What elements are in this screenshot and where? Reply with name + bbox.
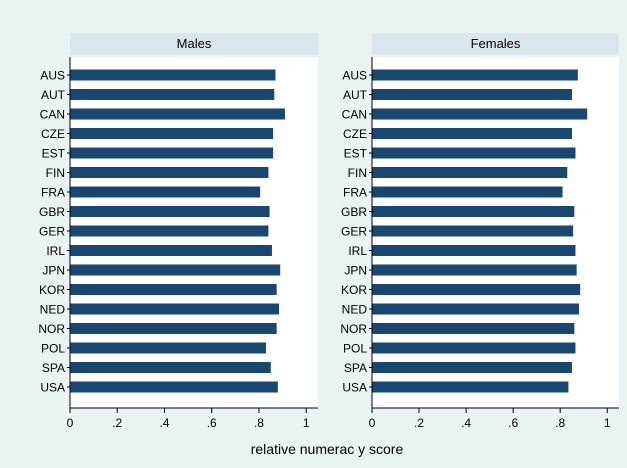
category-label-0-CZE: CZE bbox=[41, 127, 65, 141]
panel-title-1: Females bbox=[471, 36, 521, 51]
bar-0-FRA bbox=[70, 186, 261, 198]
bar-1-GBR bbox=[372, 206, 575, 217]
category-label-0-GBR: GBR bbox=[39, 205, 65, 219]
bar-0-CZE bbox=[70, 128, 274, 139]
category-label-1-IRL: IRL bbox=[348, 244, 367, 258]
x-axis-title: relative numerac y score bbox=[251, 441, 404, 457]
bar-1-POL bbox=[372, 342, 576, 354]
bar-1-CZE bbox=[372, 128, 572, 139]
category-label-1-CZE: CZE bbox=[343, 127, 367, 141]
category-label-0-JPN: JPN bbox=[42, 264, 65, 278]
bar-0-GBR bbox=[70, 206, 270, 217]
bar-1-NED bbox=[372, 303, 580, 315]
bar-0-KOR bbox=[70, 284, 277, 295]
panel-header-0 bbox=[70, 33, 318, 55]
bar-0-AUS bbox=[70, 69, 276, 81]
category-label-1-FRA: FRA bbox=[343, 186, 367, 200]
category-label-0-SPA: SPA bbox=[42, 361, 65, 375]
category-label-1-AUS: AUS bbox=[342, 69, 367, 83]
category-label-1-CAN: CAN bbox=[342, 108, 367, 122]
bar-0-EST bbox=[70, 147, 274, 159]
bar-0-FIN bbox=[70, 167, 269, 178]
category-label-1-JPN: JPN bbox=[344, 264, 367, 278]
x-tick-label-0-5: 1 bbox=[303, 416, 310, 430]
bar-1-AUT bbox=[372, 89, 572, 100]
category-label-0-AUT: AUT bbox=[41, 88, 66, 102]
category-label-0-AUS: AUS bbox=[40, 69, 65, 83]
panel-header-1 bbox=[372, 33, 619, 55]
category-label-0-POL: POL bbox=[41, 342, 65, 356]
bar-1-CAN bbox=[372, 108, 588, 120]
x-tick-label-0-0: 0 bbox=[67, 416, 74, 430]
bar-1-GER bbox=[372, 225, 574, 237]
category-label-1-KOR: KOR bbox=[341, 283, 367, 297]
bar-1-KOR bbox=[372, 284, 581, 295]
bar-0-IRL bbox=[70, 245, 272, 256]
category-label-1-SPA: SPA bbox=[344, 361, 367, 375]
x-tick-label-0-2: .4 bbox=[159, 416, 169, 430]
category-label-1-NOR: NOR bbox=[340, 322, 367, 336]
category-label-0-FIN: FIN bbox=[46, 166, 65, 180]
category-label-0-EST: EST bbox=[42, 147, 66, 161]
bar-1-EST bbox=[372, 147, 576, 159]
panel-title-0: Males bbox=[177, 36, 212, 51]
category-label-0-GER: GER bbox=[39, 225, 65, 239]
category-label-0-KOR: KOR bbox=[39, 283, 65, 297]
category-label-1-EST: EST bbox=[344, 147, 368, 161]
category-label-1-AUT: AUT bbox=[343, 88, 368, 102]
category-label-1-POL: POL bbox=[343, 342, 367, 356]
x-tick-label-0-3: .6 bbox=[207, 416, 217, 430]
bar-1-NOR bbox=[372, 323, 575, 334]
category-label-1-FIN: FIN bbox=[348, 166, 367, 180]
category-label-0-NOR: NOR bbox=[38, 322, 65, 336]
bar-1-AUS bbox=[372, 69, 578, 81]
category-label-0-USA: USA bbox=[40, 381, 65, 395]
bar-0-CAN bbox=[70, 108, 285, 120]
bar-1-IRL bbox=[372, 245, 576, 256]
category-label-0-CAN: CAN bbox=[40, 108, 65, 122]
x-tick-label-1-1: .2 bbox=[414, 416, 424, 430]
bar-0-POL bbox=[70, 342, 267, 354]
bar-0-GER bbox=[70, 225, 269, 237]
bar-1-FRA bbox=[372, 186, 563, 198]
category-label-0-IRL: IRL bbox=[46, 244, 65, 258]
category-label-0-NED: NED bbox=[40, 303, 66, 317]
bar-1-USA bbox=[372, 381, 569, 393]
category-label-1-NED: NED bbox=[342, 303, 368, 317]
category-label-1-GER: GER bbox=[341, 225, 367, 239]
x-tick-label-1-2: .4 bbox=[461, 416, 471, 430]
category-label-1-GBR: GBR bbox=[341, 205, 367, 219]
x-tick-label-0-1: .2 bbox=[112, 416, 122, 430]
category-label-1-USA: USA bbox=[342, 381, 367, 395]
bar-0-USA bbox=[70, 381, 278, 393]
bar-1-SPA bbox=[372, 362, 572, 373]
x-tick-label-1-4: .8 bbox=[555, 416, 565, 430]
category-label-0-FRA: FRA bbox=[41, 186, 65, 200]
x-tick-label-1-0: 0 bbox=[369, 416, 376, 430]
x-tick-label-1-5: 1 bbox=[604, 416, 611, 430]
bar-0-AUT bbox=[70, 89, 275, 100]
bar-0-JPN bbox=[70, 264, 281, 276]
x-tick-label-0-4: .8 bbox=[254, 416, 264, 430]
bar-0-NOR bbox=[70, 323, 277, 334]
bar-0-NED bbox=[70, 303, 280, 315]
bar-1-FIN bbox=[372, 167, 568, 178]
bar-0-SPA bbox=[70, 362, 271, 373]
x-tick-label-1-3: .6 bbox=[508, 416, 518, 430]
bar-1-JPN bbox=[372, 264, 577, 276]
